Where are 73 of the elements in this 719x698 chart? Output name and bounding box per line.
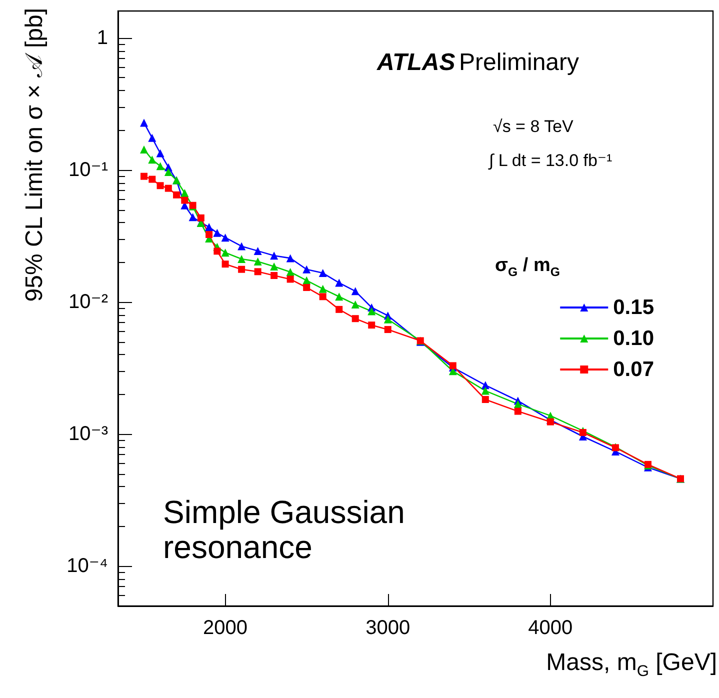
annotation: √s = 8 TeV — [493, 117, 574, 137]
point — [188, 213, 197, 222]
point — [319, 293, 326, 300]
point — [214, 248, 221, 255]
y-tick-label: 10⁻¹ — [68, 159, 108, 182]
annotation: Preliminary — [459, 49, 580, 76]
y-tick-label: 10⁻² — [68, 291, 108, 314]
point — [270, 272, 278, 279]
point — [164, 184, 172, 192]
point — [270, 252, 278, 260]
point — [336, 306, 343, 313]
x-tick-label: 3000 — [366, 617, 410, 639]
point — [156, 182, 164, 190]
point — [481, 386, 490, 395]
point — [351, 287, 360, 296]
legend-label: 0.15 — [613, 296, 654, 319]
point — [148, 134, 156, 142]
point — [238, 255, 246, 263]
point — [173, 191, 180, 198]
y-tick-label: 10⁻³ — [68, 423, 108, 446]
point — [302, 276, 311, 284]
x-tick-label: 2000 — [203, 617, 248, 639]
point — [335, 278, 344, 287]
point — [140, 146, 148, 154]
point — [221, 248, 230, 257]
y-tick-label: 1 — [96, 26, 108, 49]
point — [221, 234, 230, 242]
point — [318, 284, 327, 293]
point — [270, 262, 278, 271]
point — [286, 254, 294, 262]
point — [384, 326, 392, 334]
point — [140, 118, 148, 127]
point — [368, 307, 376, 316]
annotation: ∫ L dt = 13.0 fb⁻¹ — [489, 151, 612, 171]
point — [206, 230, 213, 238]
point — [286, 276, 294, 283]
point — [335, 292, 344, 301]
point — [238, 266, 246, 273]
point — [148, 176, 156, 183]
point — [156, 162, 164, 170]
point — [164, 168, 172, 176]
x-axis-title: Mass, m$_{G}$ [GeV] — [546, 649, 717, 680]
point — [222, 260, 229, 268]
point — [302, 265, 311, 274]
legend-label: 0.07 — [613, 358, 654, 381]
point — [180, 189, 189, 197]
point — [197, 214, 204, 222]
point — [140, 172, 148, 180]
point — [384, 315, 392, 324]
point — [303, 284, 310, 291]
point — [514, 400, 522, 408]
point — [148, 156, 156, 164]
y-tick-label: 10⁻⁴ — [66, 555, 108, 578]
point — [352, 315, 359, 322]
point — [205, 223, 214, 232]
point — [318, 269, 327, 278]
point — [181, 196, 188, 204]
point — [156, 149, 164, 158]
point — [351, 300, 360, 308]
point — [238, 242, 246, 250]
legend-title: σ$_{G}$ / m$_{G}$ — [495, 255, 560, 280]
point — [254, 257, 262, 266]
point — [254, 246, 262, 255]
y-axis-title: 95% CL Limit on σ × 𝒜 [pb] — [21, 8, 48, 302]
point — [482, 396, 489, 404]
point — [368, 322, 376, 329]
x-tick-label: 4000 — [528, 617, 573, 639]
point — [514, 408, 522, 415]
annotation: ATLAS — [377, 49, 456, 76]
point — [213, 228, 222, 237]
legend-label: 0.10 — [613, 327, 654, 350]
annotation: Simple Gaussian resonance — [163, 494, 406, 566]
point — [254, 268, 262, 276]
